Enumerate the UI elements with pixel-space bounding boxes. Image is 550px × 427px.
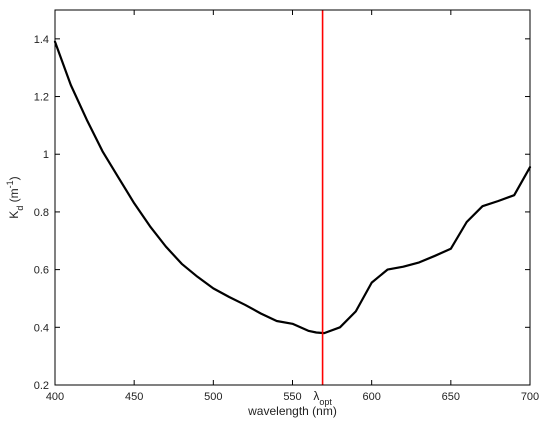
- y-axis-label-unit-sup: -1: [5, 180, 15, 188]
- y-axis-label-unit-open: (m: [7, 188, 21, 205]
- y-tick-label: 0.4: [34, 322, 49, 334]
- x-tick-label: 450: [125, 391, 143, 403]
- x-tick-label: 400: [46, 391, 64, 403]
- x-tick-label: 700: [521, 391, 539, 403]
- x-tick-label: 500: [204, 391, 222, 403]
- y-tick-label: 0.6: [34, 265, 49, 277]
- y-tick-label: 1: [43, 149, 49, 161]
- y-axis-label-main: K: [7, 211, 21, 219]
- y-axis-label-unit-close: ): [7, 176, 21, 180]
- y-tick-label: 0.8: [34, 207, 49, 219]
- y-tick-label: 1.4: [34, 34, 49, 46]
- y-axis-ticks: 0.2 0.4 0.6 0.8 1 1.2 1.4: [34, 34, 530, 392]
- x-tick-label: 650: [442, 391, 460, 403]
- x-axis-ticks: 400 450 500 550 600 650 700: [46, 10, 539, 403]
- x-tick-label: 600: [362, 391, 380, 403]
- y-tick-label: 1.2: [34, 92, 49, 104]
- axes-frame: [55, 10, 530, 385]
- y-tick-label: 0.2: [34, 380, 49, 392]
- lambda-opt-label-sub: opt: [319, 397, 332, 407]
- x-tick-label: 550: [283, 391, 301, 403]
- y-axis-label: Kd (m-1): [5, 176, 25, 218]
- kd-series-line: [55, 42, 530, 333]
